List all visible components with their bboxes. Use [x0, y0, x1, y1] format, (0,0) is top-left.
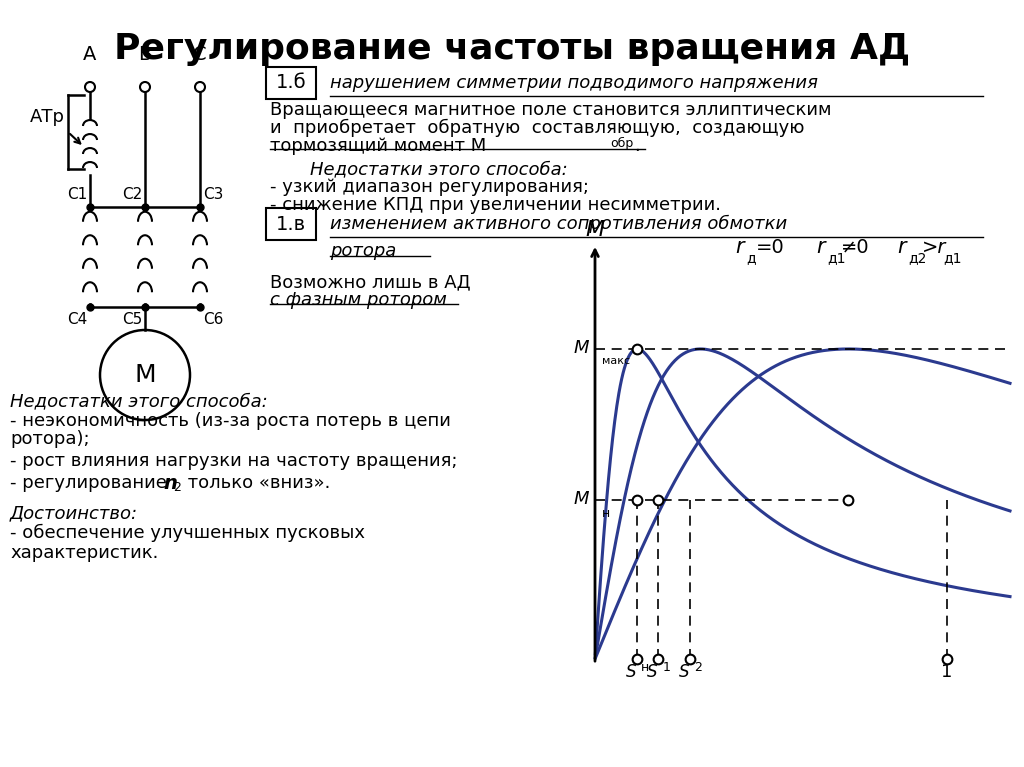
- Text: =0: =0: [756, 238, 784, 257]
- Text: М: М: [134, 363, 156, 387]
- Text: с фазным ротором: с фазным ротором: [270, 291, 446, 309]
- Text: S: S: [679, 663, 689, 681]
- Text: д2: д2: [908, 251, 927, 265]
- FancyBboxPatch shape: [266, 208, 316, 240]
- Text: характеристик.: характеристик.: [10, 544, 159, 562]
- Text: Регулирование частоты вращения АД: Регулирование частоты вращения АД: [114, 32, 910, 66]
- Text: C6: C6: [203, 312, 223, 327]
- Text: и  приобретает  обратную  составляющую,  создающую: и приобретает обратную составляющую, соз…: [270, 119, 805, 137]
- Text: 1: 1: [663, 661, 670, 674]
- Text: только «вниз».: только «вниз».: [182, 474, 331, 492]
- Text: r: r: [816, 237, 825, 257]
- Text: нарушением симметрии подводимого напряжения: нарушением симметрии подводимого напряже…: [330, 74, 818, 92]
- Text: Недостатки этого способа:: Недостатки этого способа:: [310, 160, 567, 178]
- Text: тормозящий момент М: тормозящий момент М: [270, 137, 486, 155]
- Text: C5: C5: [122, 312, 142, 327]
- Text: >r: >r: [922, 238, 946, 257]
- Text: S: S: [647, 663, 657, 681]
- Text: д: д: [746, 251, 757, 265]
- Text: - регулирование: - регулирование: [10, 474, 173, 492]
- Text: н: н: [641, 661, 649, 674]
- FancyBboxPatch shape: [266, 67, 316, 99]
- Text: д1: д1: [943, 251, 962, 265]
- Text: Возможно лишь в АД: Возможно лишь в АД: [270, 273, 471, 291]
- Text: ротора: ротора: [330, 242, 396, 260]
- Text: 2: 2: [173, 481, 181, 494]
- Text: S: S: [626, 663, 636, 681]
- Text: 2: 2: [694, 661, 701, 674]
- Text: ≠0: ≠0: [841, 238, 869, 257]
- Text: M: M: [586, 220, 604, 240]
- Text: C: C: [194, 45, 207, 64]
- Text: C3: C3: [203, 187, 223, 202]
- Text: изменением активного сопротивления обмотки: изменением активного сопротивления обмот…: [330, 215, 787, 233]
- Text: макс: макс: [602, 356, 630, 366]
- Text: АТр: АТр: [30, 108, 65, 126]
- Text: - обеспечение улучшенных пусковых: - обеспечение улучшенных пусковых: [10, 524, 365, 542]
- Text: Вращающееся магнитное поле становится эллиптическим: Вращающееся магнитное поле становится эл…: [270, 101, 831, 119]
- Text: C1: C1: [67, 187, 87, 202]
- Text: М: М: [573, 339, 589, 357]
- Text: - неэкономичность (из-за роста потерь в цепи: - неэкономичность (из-за роста потерь в …: [10, 412, 451, 430]
- Text: B: B: [138, 45, 152, 64]
- Text: 1.в: 1.в: [275, 215, 306, 233]
- Text: - снижение КПД при увеличении несимметрии.: - снижение КПД при увеличении несимметри…: [270, 196, 721, 214]
- Text: д1: д1: [827, 251, 846, 265]
- Text: .: .: [634, 137, 640, 155]
- Text: r: r: [897, 237, 906, 257]
- Text: - рост влияния нагрузки на частоту вращения;: - рост влияния нагрузки на частоту враще…: [10, 452, 458, 470]
- Text: Недостатки этого способа:: Недостатки этого способа:: [10, 392, 267, 410]
- Text: н: н: [602, 507, 610, 520]
- Text: 1: 1: [941, 663, 952, 681]
- Text: A: A: [83, 45, 96, 64]
- Text: Достоинство:: Достоинство:: [10, 504, 138, 522]
- Text: r: r: [735, 237, 744, 257]
- Text: М: М: [573, 490, 589, 509]
- Text: 1.б: 1.б: [275, 74, 306, 93]
- Text: ротора);: ротора);: [10, 430, 90, 448]
- Text: C4: C4: [67, 312, 87, 327]
- Text: C2: C2: [122, 187, 142, 202]
- Text: n: n: [163, 474, 177, 493]
- Text: обр: обр: [610, 137, 633, 150]
- Text: - узкий диапазон регулирования;: - узкий диапазон регулирования;: [270, 178, 589, 196]
